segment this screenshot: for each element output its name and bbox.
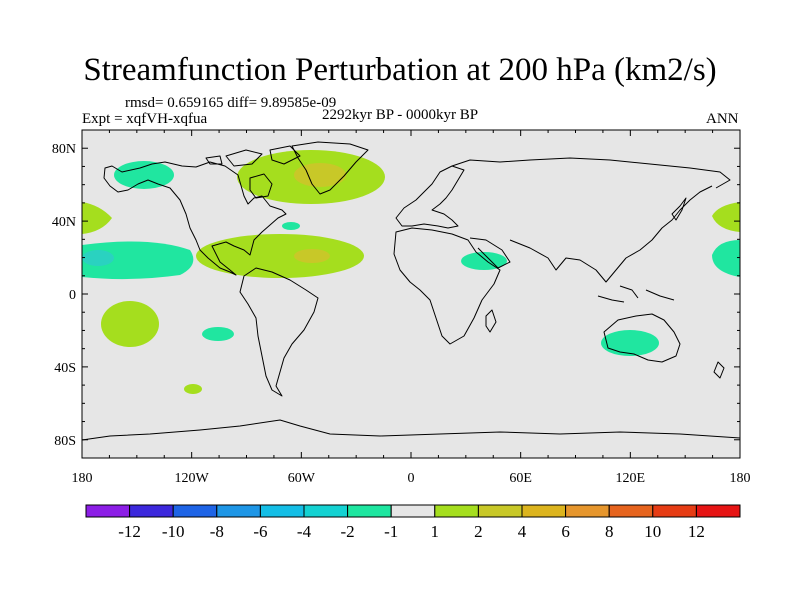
colorbar-label: 8 bbox=[605, 522, 614, 541]
south-pacific-high-anomaly bbox=[101, 301, 159, 347]
colorbar-swatch bbox=[390, 504, 436, 518]
japan-coast bbox=[671, 197, 687, 221]
coastlines bbox=[81, 141, 741, 441]
lon-label: 60W bbox=[288, 471, 316, 486]
colorbar-swatch bbox=[259, 504, 305, 518]
lat-label: 40N bbox=[52, 215, 76, 230]
tropical-east-pacific-low-anomaly bbox=[82, 241, 194, 280]
colorbar-label: 4 bbox=[518, 522, 527, 541]
west-pacific-high-anomaly bbox=[712, 202, 740, 232]
colorbar-label: -6 bbox=[253, 522, 267, 541]
indonesia-coast bbox=[597, 285, 675, 303]
colorbar-swatch bbox=[652, 504, 697, 518]
map-panel: 80N 40N 0 40S 80S 180 120W 60W 0 60E 120E 180 bbox=[52, 129, 751, 486]
east-pacific-high-anomaly bbox=[82, 202, 112, 234]
colorbar-label: -2 bbox=[341, 522, 355, 541]
australia-coast bbox=[603, 313, 681, 363]
colorbar-label: -4 bbox=[297, 522, 312, 541]
arctic-islands-coast bbox=[205, 145, 301, 167]
atlantic-small-low-anomaly bbox=[282, 222, 300, 230]
lat-label: 0 bbox=[69, 288, 76, 303]
lat-label: 80S bbox=[54, 434, 76, 449]
lat-label: 80N bbox=[52, 142, 76, 157]
colorbar-label: -12 bbox=[118, 522, 141, 541]
colorbar-label: -8 bbox=[210, 522, 224, 541]
colorbar-label: 10 bbox=[644, 522, 661, 541]
southern-pacific-small-high-anomaly bbox=[184, 384, 202, 394]
colorbar-swatch bbox=[85, 504, 131, 518]
map-background bbox=[82, 130, 740, 458]
season-label: ANN bbox=[706, 111, 739, 127]
colorbar-swatch bbox=[608, 504, 654, 518]
greenland-high-core bbox=[294, 163, 346, 187]
colorbar-label: -1 bbox=[384, 522, 398, 541]
plot-title: Streamfunction Perturbation at 200 hPa (… bbox=[83, 52, 717, 88]
lon-label: 120E bbox=[616, 471, 646, 486]
hudson-bay-coast bbox=[249, 173, 273, 199]
colorbar-swatch bbox=[521, 504, 567, 518]
madagascar-coast bbox=[485, 309, 497, 333]
north-pacific-low-anomaly bbox=[114, 161, 174, 189]
colorbar-swatch bbox=[216, 504, 261, 518]
experiment-label: Expt = xqfVH-xqfua bbox=[82, 111, 208, 127]
stats-text: rmsd= 0.659165 diff= 9.89585e-09 bbox=[125, 95, 337, 111]
period-label: 2292kyr BP - 0000kyr BP bbox=[322, 107, 479, 123]
north-america-coast bbox=[103, 161, 287, 276]
colorbar-label: -10 bbox=[162, 522, 185, 541]
caribbean-high-core bbox=[294, 249, 330, 263]
colorbar-swatch bbox=[303, 504, 349, 518]
colorbar-swatch bbox=[695, 504, 741, 518]
colorbar-label: 12 bbox=[688, 522, 705, 541]
lon-label: 180 bbox=[730, 471, 751, 486]
lon-label: 180 bbox=[72, 471, 93, 486]
asia-south-coast bbox=[469, 185, 713, 283]
colorbar-swatch bbox=[347, 504, 392, 518]
colorbar-swatch bbox=[434, 504, 479, 518]
colorbar-label: 1 bbox=[431, 522, 440, 541]
greenland-coast bbox=[291, 141, 369, 195]
tropical-west-pacific-low-anomaly bbox=[712, 240, 740, 277]
lon-label: 60E bbox=[509, 471, 532, 486]
south-east-pacific-low-anomaly bbox=[202, 327, 234, 341]
tropical-east-pacific-low-core bbox=[82, 250, 114, 266]
new-zealand-coast bbox=[713, 361, 725, 379]
lat-label: 40S bbox=[54, 361, 76, 376]
anomaly-layer bbox=[82, 150, 740, 394]
axis-labels: 80N 40N 0 40S 80S 180 120W 60W 0 60E 120E 180 bbox=[52, 142, 751, 486]
colorbar-swatch bbox=[565, 504, 610, 518]
lon-label: 0 bbox=[408, 471, 415, 486]
europe-coast bbox=[395, 165, 465, 229]
eurasia-arctic-coast bbox=[451, 157, 731, 189]
colorbar-label: 6 bbox=[561, 522, 570, 541]
caribbean-high-anomaly bbox=[196, 234, 364, 278]
axis-ticks bbox=[81, 129, 741, 459]
antarctica-coast bbox=[81, 419, 741, 441]
colorbar-label: 2 bbox=[474, 522, 483, 541]
south-america-coast bbox=[239, 267, 319, 397]
colorbar: -12 -10 -8 -6 -4 -2 -1 1 2 4 6 8 10 12 bbox=[85, 504, 741, 541]
colorbar-swatch bbox=[129, 504, 174, 518]
colorbar-swatch bbox=[172, 504, 218, 518]
lon-label: 120W bbox=[175, 471, 210, 486]
australia-low-anomaly bbox=[601, 330, 659, 356]
africa-coast bbox=[393, 227, 501, 345]
colorbar-swatch bbox=[477, 504, 523, 518]
